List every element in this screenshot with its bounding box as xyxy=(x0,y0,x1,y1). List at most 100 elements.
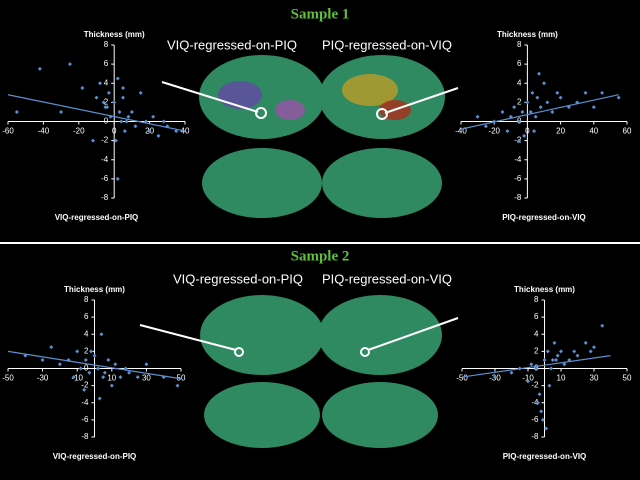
point xyxy=(126,114,131,119)
brain xyxy=(200,295,324,375)
y-tick-label: -4 xyxy=(531,398,539,407)
x-tick-label: 50 xyxy=(623,374,632,383)
point xyxy=(542,81,546,86)
point xyxy=(101,375,106,380)
y-tick-label: 8 xyxy=(534,295,539,304)
point xyxy=(161,119,166,124)
point xyxy=(113,362,118,367)
point xyxy=(517,138,522,143)
point xyxy=(535,95,540,100)
point xyxy=(121,86,126,91)
point xyxy=(562,362,567,367)
y-tick-label: 8 xyxy=(104,40,109,49)
point xyxy=(555,353,560,358)
point xyxy=(89,349,94,354)
point xyxy=(505,129,510,134)
point xyxy=(109,383,114,388)
point xyxy=(147,129,152,134)
point xyxy=(538,105,543,110)
x-tick-label: 30 xyxy=(590,374,599,383)
x-tick-label: -20 xyxy=(73,127,85,136)
y-tick-label: 2 xyxy=(104,97,109,106)
x-tick-label: -40 xyxy=(38,127,50,136)
pointer-circle xyxy=(234,347,244,357)
x-tick-label: -10 xyxy=(522,374,534,383)
point xyxy=(559,349,563,354)
point xyxy=(144,362,149,367)
point xyxy=(529,362,534,367)
x-tick-label: 20 xyxy=(556,127,565,136)
point xyxy=(534,366,539,371)
brain xyxy=(318,295,442,375)
point xyxy=(520,109,525,114)
map-label: VIQ-regressed-on-PIQ xyxy=(173,271,303,286)
point xyxy=(135,375,140,380)
point xyxy=(101,100,106,105)
point xyxy=(547,383,552,388)
x-tick-label: -20 xyxy=(488,127,500,136)
point xyxy=(133,124,138,129)
y-tick-label: 4 xyxy=(104,78,109,87)
brain-patch xyxy=(342,74,398,106)
brain xyxy=(202,148,322,218)
point xyxy=(600,323,605,328)
point xyxy=(113,138,118,143)
point xyxy=(127,370,132,375)
point xyxy=(532,129,537,134)
x-tick-label: -60 xyxy=(2,127,14,136)
point xyxy=(537,392,542,397)
trend-line xyxy=(460,94,619,130)
point xyxy=(583,90,588,95)
pointer xyxy=(161,81,259,113)
point xyxy=(118,375,123,380)
point xyxy=(94,95,99,100)
pointer xyxy=(139,324,237,351)
y-tick-label: 8 xyxy=(517,40,522,49)
y-tick-label: -8 xyxy=(81,432,89,441)
point xyxy=(59,109,64,114)
point xyxy=(14,109,19,114)
x-tick-label: 40 xyxy=(181,127,190,136)
point xyxy=(550,357,555,362)
y-axis-label: Thickness (mm) xyxy=(84,30,145,39)
point xyxy=(83,357,88,362)
y-tick-label: -8 xyxy=(514,193,522,202)
point xyxy=(552,340,557,345)
brain xyxy=(199,55,325,139)
x-tick-label: 10 xyxy=(107,374,116,383)
point xyxy=(549,366,554,371)
x-tick-label: -50 xyxy=(2,374,14,383)
x-axis-label: PIQ-regressed-on-VIQ xyxy=(503,452,587,461)
brain-patch xyxy=(218,81,262,109)
point xyxy=(37,66,42,71)
point xyxy=(105,105,110,110)
y-tick-label: 6 xyxy=(104,59,109,68)
point xyxy=(493,375,497,380)
point xyxy=(92,353,97,358)
point xyxy=(540,417,545,422)
y-tick-label: -2 xyxy=(531,381,539,390)
point xyxy=(588,349,593,354)
point xyxy=(106,357,111,362)
point xyxy=(57,362,62,367)
point xyxy=(90,138,95,143)
point xyxy=(512,105,517,110)
point xyxy=(517,119,522,124)
y-tick-label: -4 xyxy=(101,155,109,164)
y-tick-label: 4 xyxy=(534,329,539,338)
y-tick-label: -6 xyxy=(514,174,522,183)
y-tick-label: 2 xyxy=(534,346,539,355)
map-label: PIQ-regressed-on-VIQ xyxy=(322,271,452,286)
y-tick-label: 6 xyxy=(84,312,89,321)
x-tick-label: 30 xyxy=(142,374,151,383)
point xyxy=(545,100,550,105)
point xyxy=(572,349,577,354)
point xyxy=(500,109,505,114)
point xyxy=(545,349,550,354)
point xyxy=(509,370,514,375)
x-tick-label: 0 xyxy=(112,127,117,136)
y-tick-label: -4 xyxy=(81,398,89,407)
point xyxy=(121,95,126,100)
point xyxy=(115,176,120,181)
y-tick-label: -2 xyxy=(101,136,109,145)
